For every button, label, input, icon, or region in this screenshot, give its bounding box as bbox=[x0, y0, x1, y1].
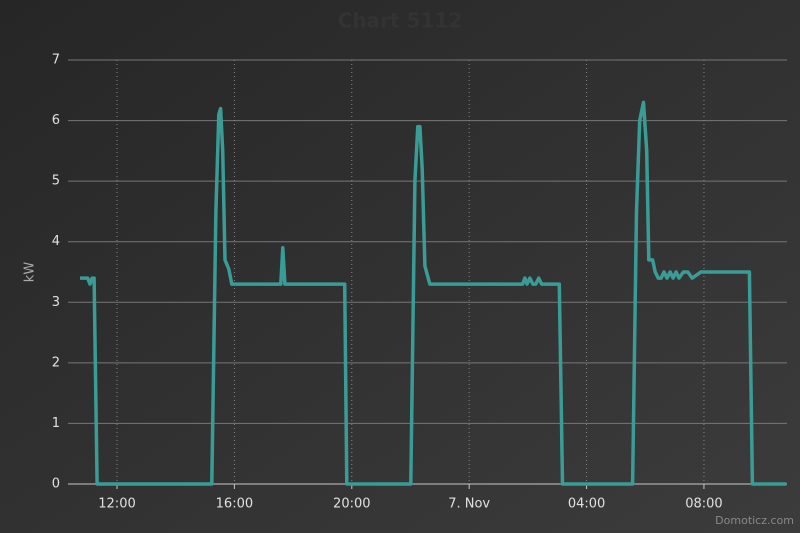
y-tick-label: 3 bbox=[52, 295, 60, 310]
x-tick-label: 7. Nov bbox=[448, 497, 490, 512]
y-tick-label: 4 bbox=[52, 234, 60, 249]
x-tick-label: 04:00 bbox=[568, 497, 605, 512]
watermark: Domoticz.com bbox=[715, 514, 794, 527]
y-tick-label: 7 bbox=[52, 53, 60, 68]
y-tick-label: 2 bbox=[52, 355, 60, 370]
x-tick-label: 08:00 bbox=[685, 497, 722, 512]
chart-title: Chart 5112 bbox=[338, 9, 462, 33]
y-tick-label: 1 bbox=[52, 416, 60, 431]
x-tick-label: 12:00 bbox=[98, 497, 135, 512]
y-tick-label: 6 bbox=[52, 113, 60, 128]
x-tick-label: 16:00 bbox=[216, 497, 253, 512]
y-tick-label: 5 bbox=[52, 174, 60, 189]
x-tick-label: 20:00 bbox=[333, 497, 370, 512]
data-line bbox=[80, 100, 787, 486]
y-tick-label: 0 bbox=[52, 477, 60, 492]
y-axis-label: kW bbox=[23, 262, 38, 283]
